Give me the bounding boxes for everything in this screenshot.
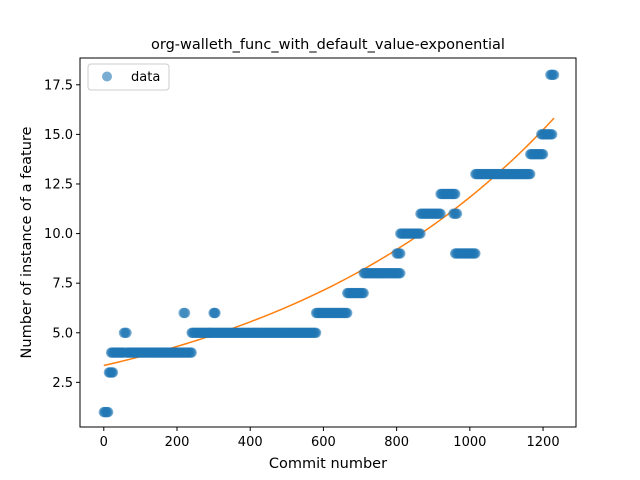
data-point: [395, 248, 406, 259]
data-point: [121, 327, 132, 338]
y-tick-label: 12.5: [44, 177, 73, 192]
data-point: [210, 307, 221, 319]
data-point: [525, 168, 536, 180]
legend-label-data: data: [131, 70, 160, 85]
y-axis-ticks: 2.5 5.0 7.5 10.0 12.5 15.0 17.5: [44, 78, 80, 391]
x-axis-ticks: 0 200 400 600 800 1000 1200: [100, 427, 560, 450]
fit-curve: [103, 117, 555, 367]
data-point: [537, 149, 549, 160]
data-point: [179, 307, 191, 319]
legend-box: [87, 63, 170, 91]
data-point: [547, 129, 558, 140]
x-axis-title: Commit number: [269, 456, 387, 472]
y-tick-label: 15.0: [44, 128, 73, 143]
y-tick-label: 17.5: [44, 78, 73, 93]
chart-title: org-walleth_func_with_default_value-expo…: [151, 37, 505, 53]
x-tick-label: 0: [100, 435, 108, 450]
axes-frame: [79, 57, 577, 428]
y-tick-label: 10.0: [44, 227, 73, 242]
x-tick-label: 1000: [453, 435, 486, 450]
data-point: [470, 248, 481, 259]
data-point: [186, 347, 197, 358]
data-point: [107, 367, 119, 378]
fit-curve-layer: [103, 117, 555, 367]
data-points-layer: [98, 69, 560, 418]
y-tick-label: 5.0: [52, 326, 73, 341]
data-point: [451, 208, 463, 219]
data-point: [415, 228, 426, 239]
x-tick-label: 600: [311, 435, 336, 450]
x-tick-label: 1200: [527, 435, 560, 450]
data-point: [450, 188, 461, 200]
y-tick-label: 7.5: [52, 277, 73, 292]
data-point: [358, 287, 369, 299]
data-point: [395, 268, 406, 279]
legend-marker-data: [102, 71, 112, 82]
x-tick-label: 200: [165, 435, 190, 450]
data-point: [435, 208, 446, 219]
legend: data: [87, 63, 170, 91]
y-tick-label: 2.5: [52, 376, 73, 391]
plot-area: [80, 58, 576, 427]
data-point: [102, 406, 114, 418]
x-tick-label: 800: [384, 435, 409, 450]
data-point: [310, 327, 322, 338]
y-axis-title: Number of instance of a feature: [19, 126, 35, 358]
data-point: [548, 69, 560, 81]
x-tick-label: 400: [238, 435, 263, 450]
data-point: [342, 307, 353, 319]
